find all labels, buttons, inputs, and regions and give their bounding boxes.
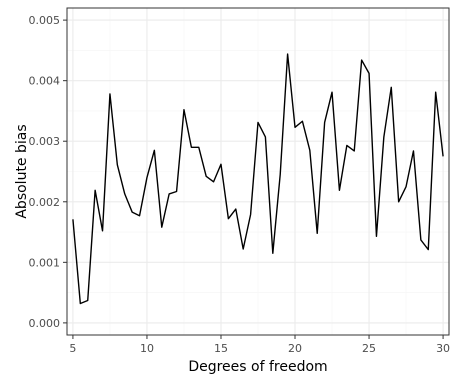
series-line <box>72 53 444 305</box>
x-tick-label: 30 <box>436 342 450 355</box>
minor-grid <box>67 8 449 335</box>
series-layer <box>72 53 444 305</box>
x-tick-label: 5 <box>69 342 76 355</box>
y-tick-label: 0.002 <box>29 196 61 209</box>
x-tick-label: 10 <box>140 342 154 355</box>
major-grid <box>67 8 449 335</box>
plot-panel-border <box>66 7 450 336</box>
x-tick-label: 25 <box>362 342 376 355</box>
y-axis-title: Absolute bias <box>14 124 30 218</box>
x-axis-ticks: 5 10 15 20 25 30 <box>69 335 450 355</box>
y-tick-label: 0.001 <box>29 256 61 269</box>
y-tick-label: 0.004 <box>29 75 61 88</box>
y-axis-ticks: 0.000 0.001 0.002 0.003 0.004 0.005 <box>29 14 67 330</box>
x-axis-title: Degrees of freedom <box>188 359 327 375</box>
y-tick-label: 0.005 <box>29 14 61 27</box>
y-tick-label: 0.000 <box>29 317 61 330</box>
x-tick-label: 15 <box>214 342 228 355</box>
x-tick-label: 20 <box>288 342 302 355</box>
y-tick-label: 0.003 <box>29 135 61 148</box>
